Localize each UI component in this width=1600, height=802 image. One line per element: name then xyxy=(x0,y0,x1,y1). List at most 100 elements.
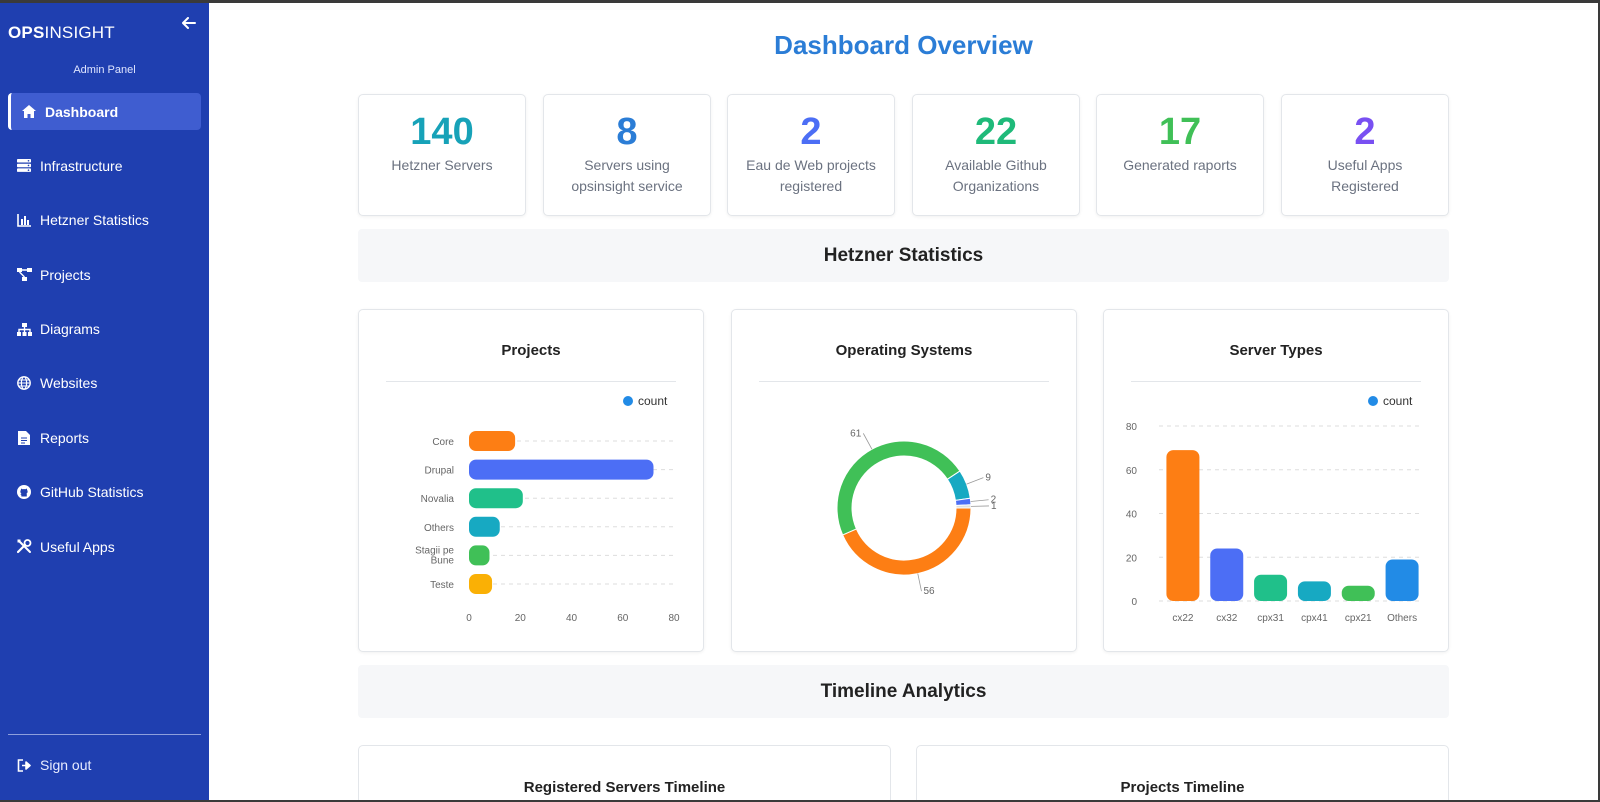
stat-card-useful-apps: 2 Useful Apps Registered xyxy=(1281,94,1449,216)
sidebar-item-label: Hetzner Statistics xyxy=(40,212,149,229)
slice-label: 2 xyxy=(991,495,997,506)
stat-label: Servers using opsinsight service xyxy=(571,157,683,194)
sidebar-item-hetzner-statistics[interactable]: Hetzner Statistics xyxy=(8,202,201,239)
sidebar-item-infrastructure[interactable]: Infrastructure xyxy=(8,147,201,184)
chart-card-registered-servers-timeline: Registered Servers Timeline xyxy=(358,745,891,802)
server-types-chart: count 0 20 40 60 80 cx22 cx32 cpx31 cpx41 cpx21 Oth… xyxy=(1126,394,1422,624)
chart-card-server-types: Server Types count 0 20 40 60 80 cx22 cx32 cpx31… xyxy=(1103,309,1449,652)
legend-label: count xyxy=(1383,394,1413,408)
stat-value: 2 xyxy=(800,111,822,153)
stat-card-generated-reports: 17 Generated raports xyxy=(1096,94,1264,216)
bar xyxy=(1210,548,1244,601)
sidebar-item-diagrams[interactable]: Diagrams xyxy=(8,311,201,348)
stat-value: 17 xyxy=(1158,111,1202,153)
tick-label: 40 xyxy=(1126,510,1138,521)
tick-label: 60 xyxy=(617,613,629,624)
category-label: Teste xyxy=(430,580,454,591)
sidebar-nav: Dashboard Infrastructure Hetzner Statist… xyxy=(8,93,201,583)
tick-label: 60 xyxy=(1126,466,1138,477)
donut-slice xyxy=(836,440,961,536)
leader-line xyxy=(917,573,922,592)
github-icon xyxy=(16,484,32,500)
legend-label: count xyxy=(638,394,668,408)
category-label: Others xyxy=(424,523,454,534)
bar-chart-icon xyxy=(16,212,32,228)
stat-value: 2 xyxy=(1354,111,1376,153)
category-label: cx22 xyxy=(1172,613,1194,624)
stat-label: Available Github Organizations xyxy=(945,157,1047,194)
page-title: Dashboard Overview xyxy=(774,30,1033,60)
divider xyxy=(386,381,676,382)
sign-out-label: Sign out xyxy=(40,757,92,773)
tick-label: 20 xyxy=(515,613,527,624)
sign-out-button[interactable]: Sign out xyxy=(8,754,91,776)
arrow-left-icon xyxy=(182,17,196,29)
stat-label: Hetzner Servers xyxy=(391,157,493,173)
stat-label: Useful Apps Registered xyxy=(1327,157,1403,194)
legend-marker xyxy=(623,396,633,406)
sidebar-item-label: Useful Apps xyxy=(40,538,115,555)
bar xyxy=(469,459,654,480)
sign-out-icon xyxy=(16,757,32,773)
bar xyxy=(469,516,500,537)
tick-label: 20 xyxy=(1126,553,1138,564)
stat-card-hetzner-servers: 140 Hetzner Servers xyxy=(358,94,526,216)
category-label: Core xyxy=(432,437,454,448)
stat-card-github-organizations: 22 Available Github Organizations xyxy=(912,94,1080,216)
collapse-sidebar-button[interactable] xyxy=(180,14,198,32)
main-content: Dashboard Overview 140 Hetzner Servers 8… xyxy=(209,3,1598,802)
sidebar-item-dashboard[interactable]: Dashboard xyxy=(8,93,201,130)
chart-card-projects: Projects count Core Drupal Novalia Others Sta… xyxy=(358,309,704,652)
stat-card-opsinsight-servers: 8 Servers using opsinsight service xyxy=(543,94,711,216)
project-diagram-icon xyxy=(16,267,32,283)
stat-value: 140 xyxy=(410,111,474,153)
chart-card-projects-timeline: Projects Timeline xyxy=(916,745,1449,802)
category-label: Drupal xyxy=(425,466,454,477)
stat-value: 8 xyxy=(616,111,638,153)
category-label: cpx41 xyxy=(1301,613,1328,624)
bar xyxy=(469,545,490,566)
category-label: cx32 xyxy=(1216,613,1238,624)
bar xyxy=(1297,581,1331,601)
sidebar-item-label: Diagrams xyxy=(40,321,100,338)
chart-title: Server Types xyxy=(1229,342,1323,359)
slice-label: 61 xyxy=(850,428,862,439)
sidebar-divider xyxy=(8,734,201,735)
bar xyxy=(1385,559,1419,601)
slice-label: 1 xyxy=(991,501,997,512)
sidebar-item-reports[interactable]: Reports xyxy=(8,419,201,456)
sidebar-item-useful-apps[interactable]: Useful Apps xyxy=(8,528,201,565)
sidebar-item-label: Reports xyxy=(40,429,90,446)
chart-title: Registered Servers Timeline xyxy=(523,779,726,796)
category-label: Others xyxy=(1387,613,1417,624)
brand-logo[interactable]: OPSINSIGHT xyxy=(8,23,115,42)
chart-card-operating-systems: Operating Systems 56 61 9 2 1 xyxy=(731,309,1077,652)
stat-label: Generated raports xyxy=(1123,157,1237,173)
leader-line xyxy=(966,477,984,485)
panel-subtitle: Admin Panel xyxy=(73,64,136,76)
stat-value: 22 xyxy=(974,111,1018,153)
chart-title: Operating Systems xyxy=(835,342,973,359)
bar xyxy=(1166,450,1200,601)
stat-card-eau-de-web-projects: 2 Eau de Web projects registered xyxy=(727,94,895,216)
divider xyxy=(759,381,1049,382)
tick-label: 0 xyxy=(1131,597,1137,608)
category-label: Novalia xyxy=(421,494,455,505)
tick-label: 80 xyxy=(668,613,680,624)
category-label: cpx31 xyxy=(1257,613,1284,624)
bar xyxy=(469,431,516,451)
tools-icon xyxy=(16,539,32,555)
sidebar-item-websites[interactable]: Websites xyxy=(8,365,201,402)
globe-icon xyxy=(16,375,32,391)
donut-slice xyxy=(955,504,972,509)
sidebar-item-projects[interactable]: Projects xyxy=(8,256,201,293)
sidebar: OPSINSIGHT Admin Panel Dashboard Infrast… xyxy=(0,0,209,802)
file-icon xyxy=(16,430,32,446)
server-icon xyxy=(16,158,32,174)
divider xyxy=(1131,381,1421,382)
chart-title: Projects Timeline xyxy=(1120,779,1245,796)
home-icon xyxy=(21,104,37,120)
sidebar-item-label: Dashboard xyxy=(45,103,119,120)
tick-label: 80 xyxy=(1126,422,1138,433)
sidebar-item-github-statistics[interactable]: GitHub Statistics xyxy=(8,474,201,511)
